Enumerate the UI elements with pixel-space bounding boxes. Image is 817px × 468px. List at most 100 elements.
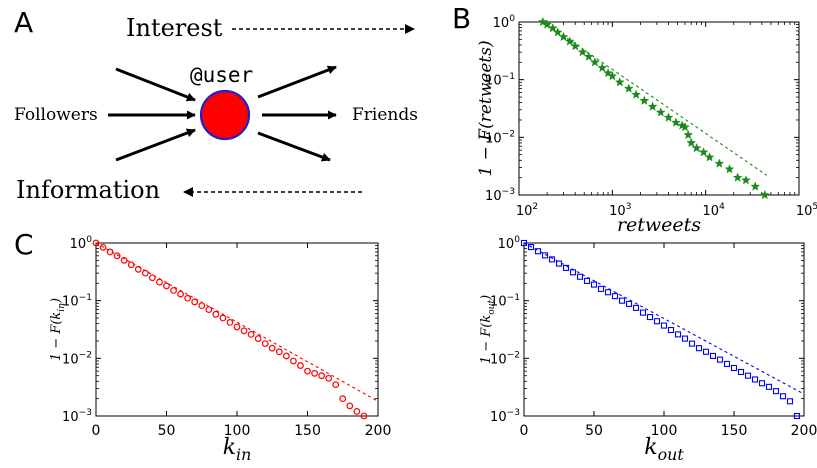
data-point (786, 398, 794, 405)
data-point (611, 293, 619, 300)
data-point (297, 362, 304, 369)
friends-label: Friends (352, 105, 418, 125)
retweets-ccdf-chart: 10−3 10−2 10−1 100 102 103 104 105 retweets 1 − F… (476, 14, 817, 236)
x-tick-label: 50 (585, 423, 603, 439)
x-tick-label: 103 (609, 202, 632, 219)
data-point (680, 121, 690, 132)
y-tick-label: 10−1 (485, 72, 515, 89)
data-point (191, 298, 199, 306)
data-point (631, 89, 642, 99)
data-point (681, 335, 689, 342)
data-point (120, 256, 128, 264)
data-point (346, 402, 354, 410)
y-tick-label: 10−1 (62, 293, 92, 310)
data-point (106, 248, 114, 256)
y-tick-label: 10−1 (490, 293, 520, 310)
data-point (686, 137, 697, 148)
data-point (520, 239, 528, 247)
data-point (184, 294, 192, 302)
data-point (737, 368, 745, 376)
x-axis-label: retweets (617, 214, 701, 236)
x-tick-label: 150 (721, 423, 748, 439)
x-tick-label: 200 (791, 423, 817, 439)
kin-ccdf-chart: 10−3 10−2 10−1 100 0 50 100 150 200 kin 1 − F(kin) (49, 235, 391, 464)
data-point (698, 147, 709, 157)
data-point (655, 107, 666, 117)
panel-label-c: C (14, 228, 34, 261)
y-tick-label: 100 (493, 14, 516, 31)
data-point (564, 36, 575, 46)
data-point (290, 357, 297, 365)
data-point (148, 274, 156, 282)
data-point (92, 239, 100, 247)
data-point (639, 309, 647, 316)
plot-frame (523, 242, 805, 417)
data-point (537, 16, 548, 27)
data-point (639, 95, 650, 106)
data-point (562, 264, 570, 271)
data-point (233, 323, 241, 331)
follower-arrow-3 (115, 128, 196, 162)
data-point (589, 57, 600, 67)
data-point (141, 269, 149, 277)
data-point (177, 290, 185, 298)
data-point (683, 129, 694, 140)
data-point (275, 348, 283, 356)
y-axis-label: 1 − F(kout) (479, 295, 497, 364)
data-point (541, 252, 549, 259)
data-point (325, 374, 333, 382)
data-point (534, 248, 542, 255)
x-tick-label: 105 (796, 202, 817, 219)
data-point (667, 326, 675, 334)
data-point (695, 345, 703, 352)
y-tick-label: 10−3 (490, 408, 520, 425)
data-point (577, 46, 588, 57)
user-label: @user (190, 63, 253, 87)
data-point (744, 372, 752, 379)
network-diagram: Interest @user Followers Friends Informa… (14, 14, 418, 204)
y-axis-label: 1 − F(retweets) (476, 40, 496, 176)
data-point (198, 302, 206, 310)
data-point (765, 383, 773, 390)
data-point (751, 376, 759, 383)
data-point (740, 175, 751, 185)
data-point (282, 352, 290, 360)
data-point (758, 380, 766, 387)
x-tick-label: 150 (294, 423, 321, 439)
data-point (127, 261, 135, 269)
data-point (772, 388, 780, 395)
data-point (779, 393, 787, 400)
data-point (552, 27, 563, 37)
friend-arrow-3 (257, 131, 331, 162)
friend-arrow-1 (257, 65, 337, 99)
data-point (555, 260, 563, 267)
data-point (583, 277, 591, 284)
panel-label-b: B (452, 2, 471, 35)
data-point (607, 70, 618, 81)
y-tick-label: 10−3 (485, 187, 515, 204)
information-label: Information (16, 176, 160, 204)
y-tick-label: 10−3 (62, 408, 92, 425)
data-point (653, 318, 661, 325)
data-point (99, 243, 107, 251)
data-point (646, 313, 654, 321)
data-point (732, 172, 743, 182)
data-point (709, 352, 717, 359)
data-point (163, 282, 170, 290)
data-point (542, 19, 553, 29)
data-point (254, 335, 262, 342)
data-point (597, 285, 605, 292)
data-point (226, 318, 234, 326)
data-point (625, 300, 633, 307)
data-point (311, 369, 318, 377)
x-tick-label: 102 (516, 202, 538, 219)
data-point (597, 62, 608, 73)
data-point (691, 142, 702, 153)
user-node (199, 89, 251, 141)
y-axis-label: 1 − F(kin) (49, 298, 67, 361)
x-tick-label: 100 (224, 423, 251, 439)
data-point (332, 381, 340, 389)
data-point (113, 252, 121, 260)
data-point (688, 340, 696, 347)
